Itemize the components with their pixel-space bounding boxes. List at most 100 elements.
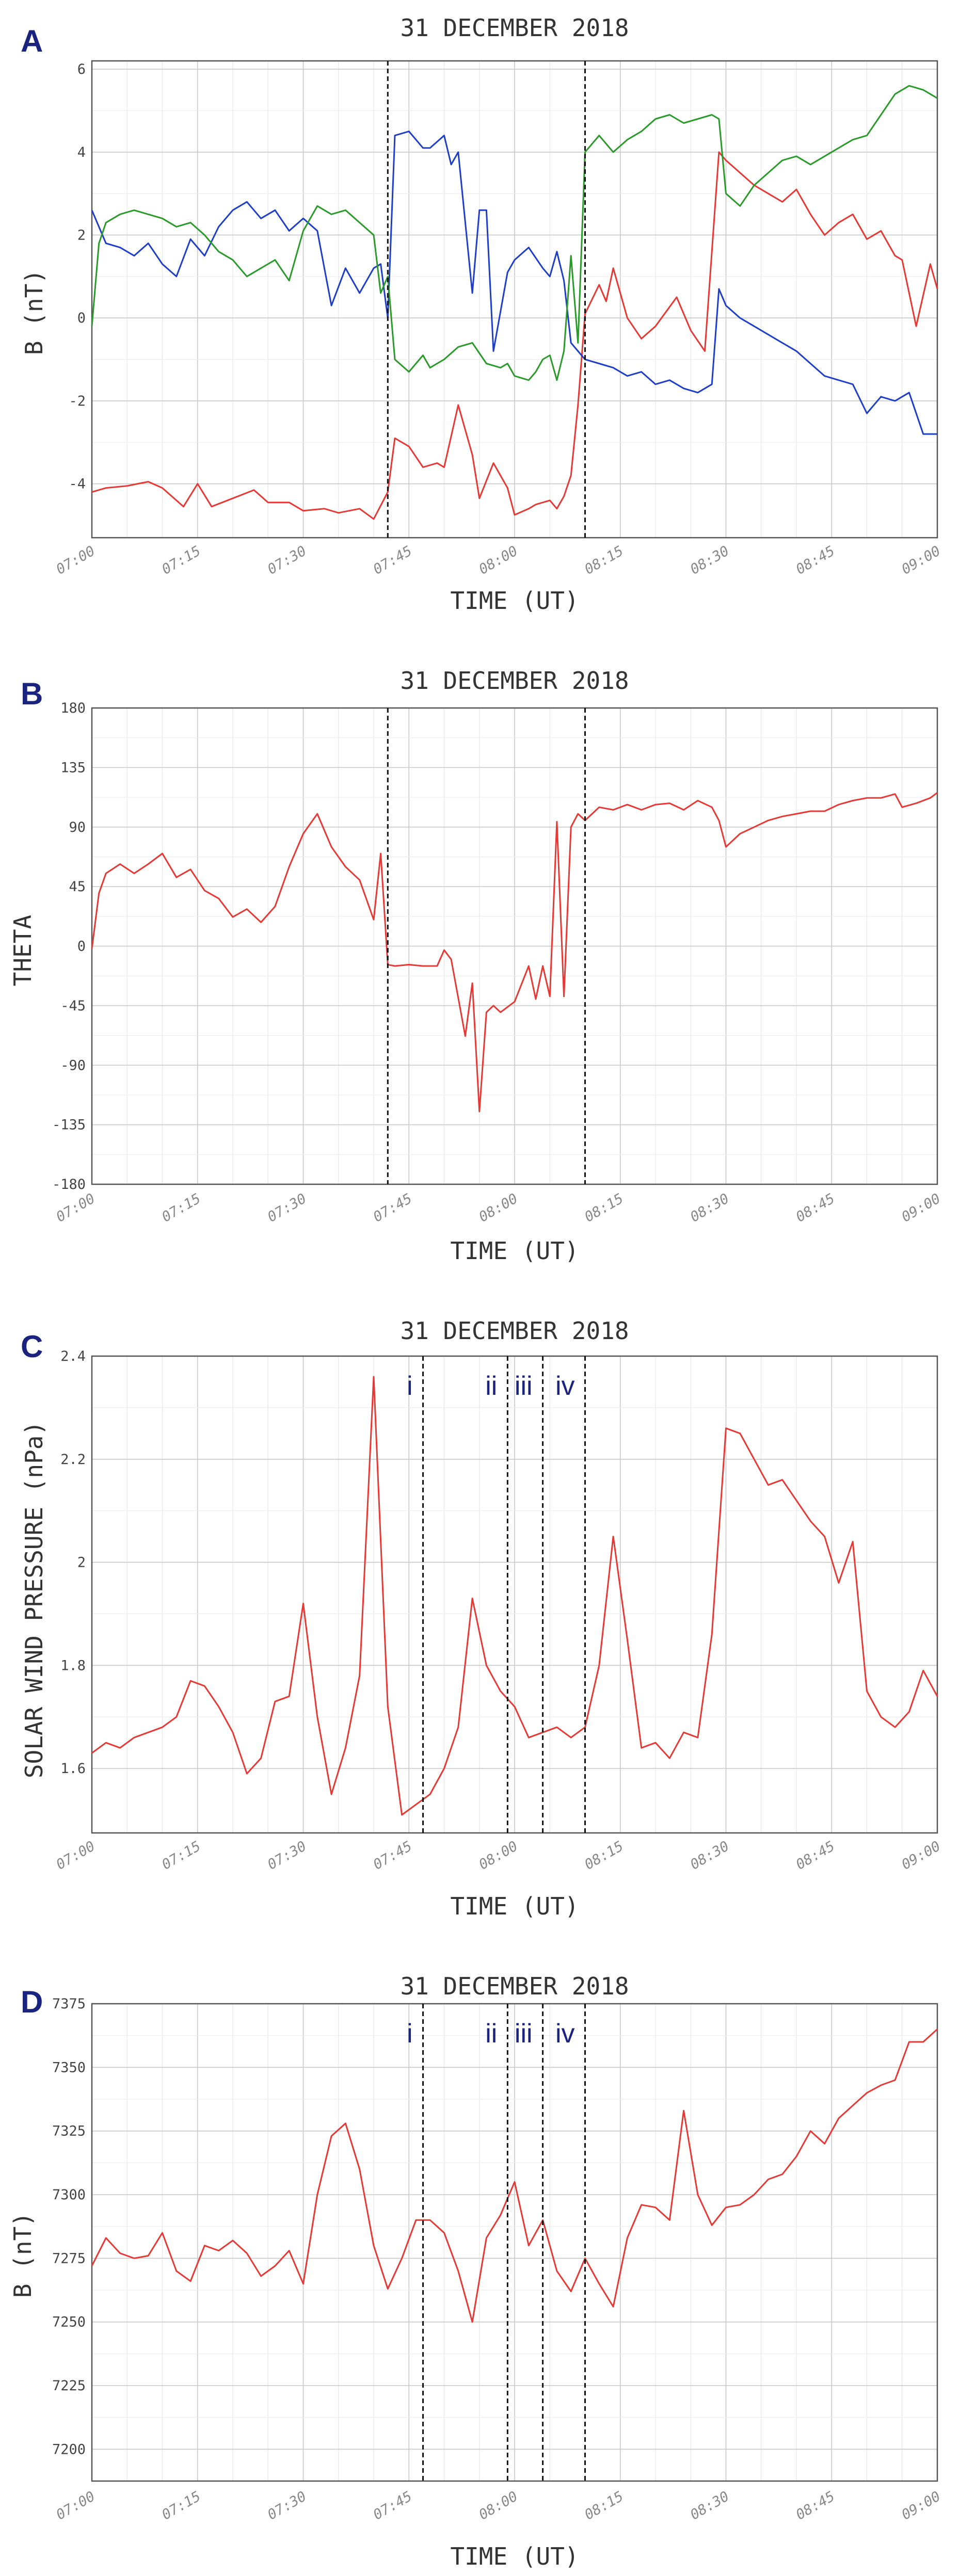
panel-b-ytick-label: -180 bbox=[52, 1177, 86, 1193]
panel-c-plot: i ii iii iv1.61.822.22.407:00 07:15 07:30 07:4… bbox=[54, 1348, 944, 1873]
panel-d-ytick-label: 7275 bbox=[52, 2250, 86, 2266]
panel-c-xtick-label: 07:15 bbox=[159, 1838, 203, 1873]
panel-d-ytick-label: 7225 bbox=[52, 2378, 86, 2394]
panel-d-xtick-label: 07:00 bbox=[54, 2488, 98, 2523]
panel-a-title: 31 DECEMBER 2018 bbox=[400, 14, 629, 42]
panel-b-ytick-label: 180 bbox=[60, 700, 86, 716]
panel-b-xtick-label: 07:00 bbox=[54, 1190, 98, 1225]
panel-d-xtick-label: 07:30 bbox=[265, 2488, 309, 2523]
panel-d-event-marker-2: ii bbox=[485, 2019, 497, 2049]
panel-c-xtick-label: 07:00 bbox=[54, 1838, 98, 1873]
panel-d-event-marker-1: i bbox=[407, 2019, 413, 2049]
panel-b-xtick-label: 08:30 bbox=[688, 1190, 732, 1225]
panel-b-xtick-label: 08:00 bbox=[476, 1190, 521, 1225]
panel-d-xtick-label: 08:45 bbox=[793, 2488, 838, 2523]
panel-b-title: 31 DECEMBER 2018 bbox=[400, 667, 629, 695]
panel-c-ylabel: SOLAR WIND PRESSURE (nPa) bbox=[20, 1421, 48, 1778]
panel-a-xtick-label: 08:30 bbox=[688, 543, 732, 577]
panel-a-plot: -4 -2 0 2 4 6 07:00 07:15 07:30 07:45 08:00 08:15 08… bbox=[54, 60, 944, 578]
panel-b-letter: B bbox=[21, 677, 43, 711]
panel-d-ylabel: B (nT) bbox=[9, 2212, 37, 2298]
panel-a-ytick-label: 2 bbox=[77, 227, 86, 243]
panel-a-letter: A bbox=[21, 24, 43, 58]
panel-a-xtick-label: 08:00 bbox=[476, 543, 521, 577]
panel-a-ytick-label: -2 bbox=[69, 393, 86, 409]
panel-b-ytick-label: 90 bbox=[69, 819, 86, 835]
panel-d-letter: D bbox=[21, 1985, 43, 2019]
panel-d-ytick-label: 7250 bbox=[52, 2314, 86, 2330]
panel-a-ytick-label: -4 bbox=[69, 476, 86, 492]
panel-a-xtick-label: 08:15 bbox=[582, 543, 626, 577]
panel-d-event-marker-3: iii bbox=[515, 2019, 533, 2049]
panel-c-ytick-label: 1.8 bbox=[60, 1657, 86, 1673]
panel-d-frame bbox=[91, 2003, 938, 2482]
panel-d-ytick-label: 7200 bbox=[52, 2441, 86, 2457]
panel-d: D 31 DECEMBER 2018 TIME (UT) B (nT) i ii i… bbox=[9, 1972, 944, 2570]
panel-d-xtick-label: 07:45 bbox=[371, 2488, 415, 2523]
panel-d-xtick-label: 08:15 bbox=[582, 2488, 626, 2523]
panel-a-xtick-label: 07:15 bbox=[159, 543, 203, 577]
panel-c-xtick-label: 09:00 bbox=[899, 1838, 944, 1873]
panel-c-event-marker-4: iv bbox=[555, 1371, 575, 1401]
panel-d-xtick-label: 07:15 bbox=[159, 2488, 203, 2523]
panel-a-ytick-label: 4 bbox=[77, 144, 86, 160]
panel-c-ytick-label: 2.2 bbox=[60, 1452, 86, 1468]
panel-c-series-line-1 bbox=[91, 1376, 938, 1816]
panel-c-xlabel: TIME (UT) bbox=[450, 1892, 579, 1920]
panel-c-event-marker-1: i bbox=[407, 1371, 413, 1401]
panel-c-xtick-label: 07:30 bbox=[265, 1838, 309, 1873]
panel-a-xtick-label: 07:00 bbox=[54, 543, 98, 577]
panel-d-ytick-label: 7375 bbox=[52, 1996, 86, 2012]
panel-b-series-line-1 bbox=[91, 792, 938, 1113]
panel-a: A 31 DECEMBER 2018 TIME (UT) B (nT) -4 -2… bbox=[20, 14, 944, 615]
panel-c-ytick-label: 2 bbox=[77, 1555, 86, 1571]
panel-d-ytick-label: 7325 bbox=[52, 2123, 86, 2139]
panel-b-xlabel: TIME (UT) bbox=[450, 1237, 579, 1265]
panel-d-xtick-label: 08:30 bbox=[688, 2488, 732, 2523]
panel-b-ytick-label: 0 bbox=[77, 939, 86, 955]
panel-a-ylabel: B (nT) bbox=[20, 269, 48, 355]
panel-c-frame bbox=[91, 1355, 938, 1834]
panel-c-xtick-label: 08:00 bbox=[476, 1838, 521, 1873]
panel-d-xtick-label: 09:00 bbox=[899, 2488, 944, 2523]
panel-b-plot: -180 -135 -90 -45 0 45 90 135 180 07:00 07:15 07:30… bbox=[52, 700, 944, 1226]
panel-b-ytick-label: -135 bbox=[52, 1117, 86, 1133]
panel-c-title: 31 DECEMBER 2018 bbox=[400, 1317, 629, 1345]
panel-b-xtick-label: 07:15 bbox=[159, 1190, 203, 1225]
panel-c-xtick-label: 08:30 bbox=[688, 1838, 732, 1873]
panel-d-event-marker-4: iv bbox=[555, 2019, 575, 2049]
panel-c-event-marker-2: ii bbox=[485, 1371, 497, 1401]
panel-c-letter: C bbox=[21, 1329, 43, 1364]
panel-a-series-line-1 bbox=[91, 151, 938, 520]
panel-b-ytick-label: -45 bbox=[60, 998, 86, 1014]
panel-b: B 31 DECEMBER 2018 TIME (UT) THETA -180-… bbox=[9, 667, 944, 1265]
panel-c-xtick-label: 08:15 bbox=[582, 1838, 626, 1873]
panel-a-xtick-label: 09:00 bbox=[899, 543, 944, 577]
panel-c-ytick-label: 2.4 bbox=[60, 1348, 86, 1364]
panel-c-event-marker-3: iii bbox=[515, 1371, 533, 1401]
panel-b-ytick-label: 135 bbox=[60, 760, 86, 776]
panel-b-ytick-label: -90 bbox=[60, 1057, 86, 1073]
panel-a-ytick-label: 6 bbox=[77, 61, 86, 77]
panel-b-ytick-label: 45 bbox=[69, 879, 86, 895]
panel-a-ytick-label: 0 bbox=[77, 310, 86, 326]
panel-c-ytick-label: 1.6 bbox=[60, 1761, 86, 1777]
panel-a-xtick-label: 07:45 bbox=[371, 543, 415, 577]
panel-b-xtick-label: 09:00 bbox=[899, 1190, 944, 1225]
panel-a-xtick-label: 07:30 bbox=[265, 543, 309, 577]
panel-b-xtick-label: 07:45 bbox=[371, 1190, 415, 1225]
panel-b-xtick-label: 08:45 bbox=[793, 1190, 838, 1225]
panel-d-series-line-1 bbox=[91, 2028, 938, 2323]
panel-d-xlabel: TIME (UT) bbox=[450, 2542, 579, 2570]
panel-d-xtick-label: 08:00 bbox=[476, 2488, 521, 2523]
panel-c: C 31 DECEMBER 2018 TIME (UT) SOLAR WIND … bbox=[20, 1317, 944, 1920]
panel-b-xtick-label: 08:15 bbox=[582, 1190, 626, 1225]
panel-b-ylabel: THETA bbox=[9, 915, 37, 986]
panel-c-xtick-label: 07:45 bbox=[371, 1838, 415, 1873]
panel-c-xtick-label: 08:45 bbox=[793, 1838, 838, 1873]
panel-b-xtick-label: 07:30 bbox=[265, 1190, 309, 1225]
panel-a-xlabel: TIME (UT) bbox=[450, 587, 579, 615]
panel-d-ytick-label: 7350 bbox=[52, 2059, 86, 2075]
panel-d-ytick-label: 7300 bbox=[52, 2187, 86, 2203]
